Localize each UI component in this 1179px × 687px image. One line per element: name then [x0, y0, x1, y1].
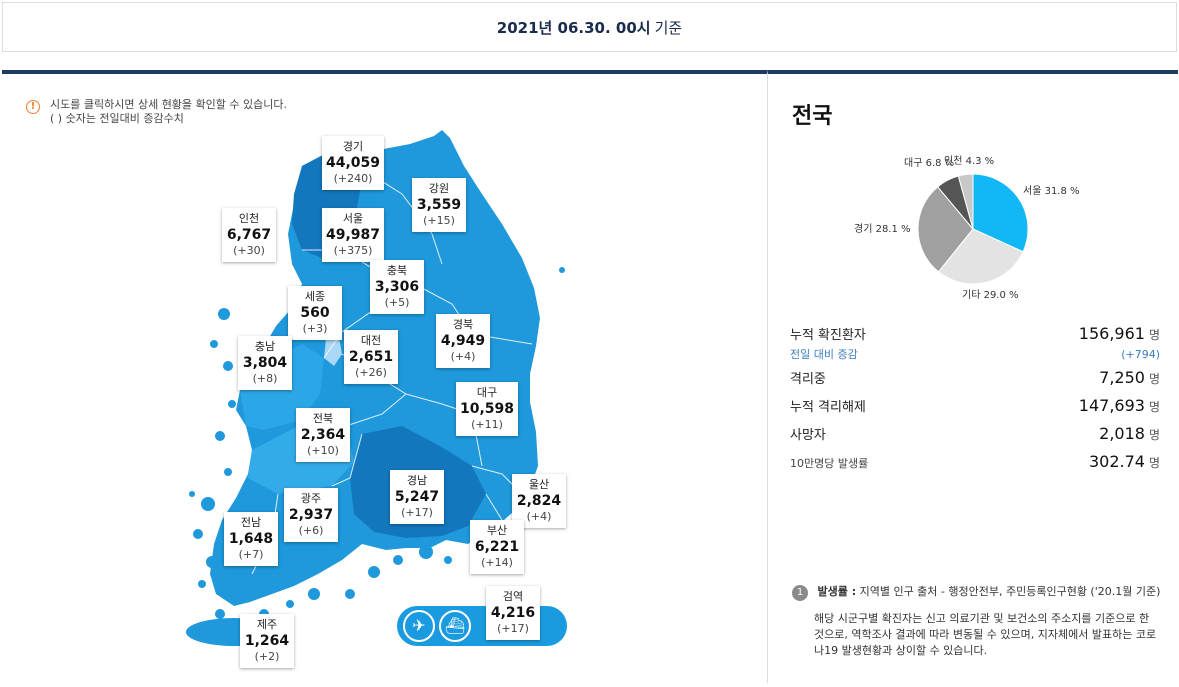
national-stats: 누적 확진환자 156,961 명 전일 대비 증감 (+794) 격리중 7,2…: [790, 324, 1160, 480]
info-icon: !: [26, 100, 40, 114]
pie-label-대구: 대구 6.8 %: [904, 158, 955, 169]
pie-label-인천: 인천 4.3 %: [944, 156, 995, 167]
notice-line-2: ( ) 숫자는 전일대비 증감수치: [50, 112, 184, 125]
transport-pill: ✈ ⛴: [397, 606, 567, 646]
deaths-row: 사망자 2,018 명: [790, 424, 1160, 452]
footnote-title: 발생률 :: [817, 585, 857, 598]
ship-icon[interactable]: ⛴: [439, 610, 471, 642]
region-sejong[interactable]: 세종 560 (+3): [288, 286, 342, 340]
region-daegu[interactable]: 대구 10,598 (+11): [456, 382, 519, 436]
unit: 명: [1148, 428, 1160, 442]
map-notice: ! 시도를 클릭하시면 상세 현황을 확인할 수 있습니다. ( ) 숫자는 전…: [26, 98, 287, 126]
isolating-row: 격리중 7,250 명: [790, 368, 1160, 396]
region-gyeongnam[interactable]: 경남 5,247 (+17): [390, 470, 444, 524]
footnote-badge: 1: [792, 585, 808, 601]
map-sejong: [324, 332, 342, 366]
released-label: 누적 격리해제: [790, 400, 866, 415]
national-title: 전국: [792, 104, 833, 129]
rate-label: 10만명당 발생률: [790, 457, 869, 470]
footnote-desc: 해당 시군구별 확진자는 신고 의료기관 및 보건소의 주소지를 기준으로 한 …: [814, 612, 1157, 657]
isolating-value: 7,250: [1099, 368, 1145, 387]
region-incheon[interactable]: 인천 6,767 (+30): [222, 208, 276, 262]
pie-label-경기: 경기 28.1 %: [854, 224, 911, 235]
footnote-source: 지역별 인구 출처 - 행정안전부, 주민등록인구현황 ('20.1월 기준): [859, 585, 1161, 598]
region-chungnam[interactable]: 충남 3,804 (+8): [238, 336, 292, 390]
released-row: 누적 격리해제 147,693 명: [790, 396, 1160, 424]
unit: 명: [1148, 456, 1160, 470]
region-daejeon[interactable]: 대전 2,651 (+26): [344, 330, 398, 384]
date-text: 2021년 06.30. 00시: [496, 18, 651, 37]
date-header: 2021년 06.30. 00시 기준: [2, 2, 1177, 52]
confirmed-value: 156,961: [1078, 324, 1145, 343]
region-jeonnam[interactable]: 전남 1,648 (+7): [224, 512, 278, 566]
unit: 명: [1148, 328, 1160, 342]
rate-row: 10만명당 발생률 302.74 명: [790, 452, 1160, 480]
unit: 명: [1148, 400, 1160, 414]
region-gangwon[interactable]: 강원 3,559 (+15): [412, 178, 466, 232]
pie-slice-인천: [957, 173, 974, 230]
national-pie-chart: [917, 173, 1029, 285]
daily-change-value: (+794): [1121, 348, 1160, 361]
region-jeonbuk[interactable]: 전북 2,364 (+10): [296, 408, 350, 462]
deaths-label: 사망자: [790, 428, 826, 443]
footnote: 1 발생률 : 지역별 인구 출처 - 행정안전부, 주민등록인구현황 ('20…: [792, 584, 1162, 659]
region-jeju[interactable]: 제주 1,264 (+2): [240, 614, 294, 668]
region-gwangju[interactable]: 광주 2,937 (+6): [284, 488, 338, 542]
notice-line-1: 시도를 클릭하시면 상세 현황을 확인할 수 있습니다.: [50, 98, 287, 111]
pie-slice-경기: [917, 186, 974, 273]
isolating-label: 격리중: [790, 372, 826, 387]
region-ulsan[interactable]: 울산 2,824 (+4): [512, 474, 566, 528]
deaths-value: 2,018: [1099, 424, 1145, 443]
pie-label-기타: 기타 29.0 %: [962, 290, 1019, 301]
region-quarantine[interactable]: 검역 4,216 (+17): [486, 586, 540, 640]
date-basis: 기준: [654, 18, 683, 37]
unit: 명: [1148, 372, 1160, 386]
confirmed-row: 누적 확진환자 156,961 명: [790, 324, 1160, 352]
region-chungbuk[interactable]: 충북 3,306 (+5): [370, 260, 424, 314]
pie-label-서울: 서울 31.8 %: [1023, 186, 1080, 197]
pie-slice-기타: [937, 228, 1024, 285]
pie-slice-서울: [972, 173, 1029, 253]
daily-change-row: 전일 대비 증감 (+794): [790, 346, 1160, 364]
confirmed-label: 누적 확진환자: [790, 328, 866, 343]
daily-change-label: 전일 대비 증감: [790, 348, 858, 361]
map-panel: ! 시도를 클릭하시면 상세 현황을 확인할 수 있습니다. ( ) 숫자는 전…: [2, 70, 768, 683]
released-value: 147,693: [1078, 396, 1145, 415]
region-gyeonggi[interactable]: 경기 44,059 (+240): [322, 136, 385, 190]
national-panel: 전국 서울 31.8 % 기타 29.0 % 경기 28.1 % 대구 6.8 % 인천…: [768, 70, 1178, 683]
region-seoul[interactable]: 서울 49,987 (+375): [322, 208, 385, 262]
rate-value: 302.74: [1088, 452, 1145, 471]
region-gyeongbuk[interactable]: 경북 4,949 (+4): [436, 314, 490, 368]
airplane-icon[interactable]: ✈: [403, 610, 435, 642]
region-busan[interactable]: 부산 6,221 (+14): [470, 520, 524, 574]
